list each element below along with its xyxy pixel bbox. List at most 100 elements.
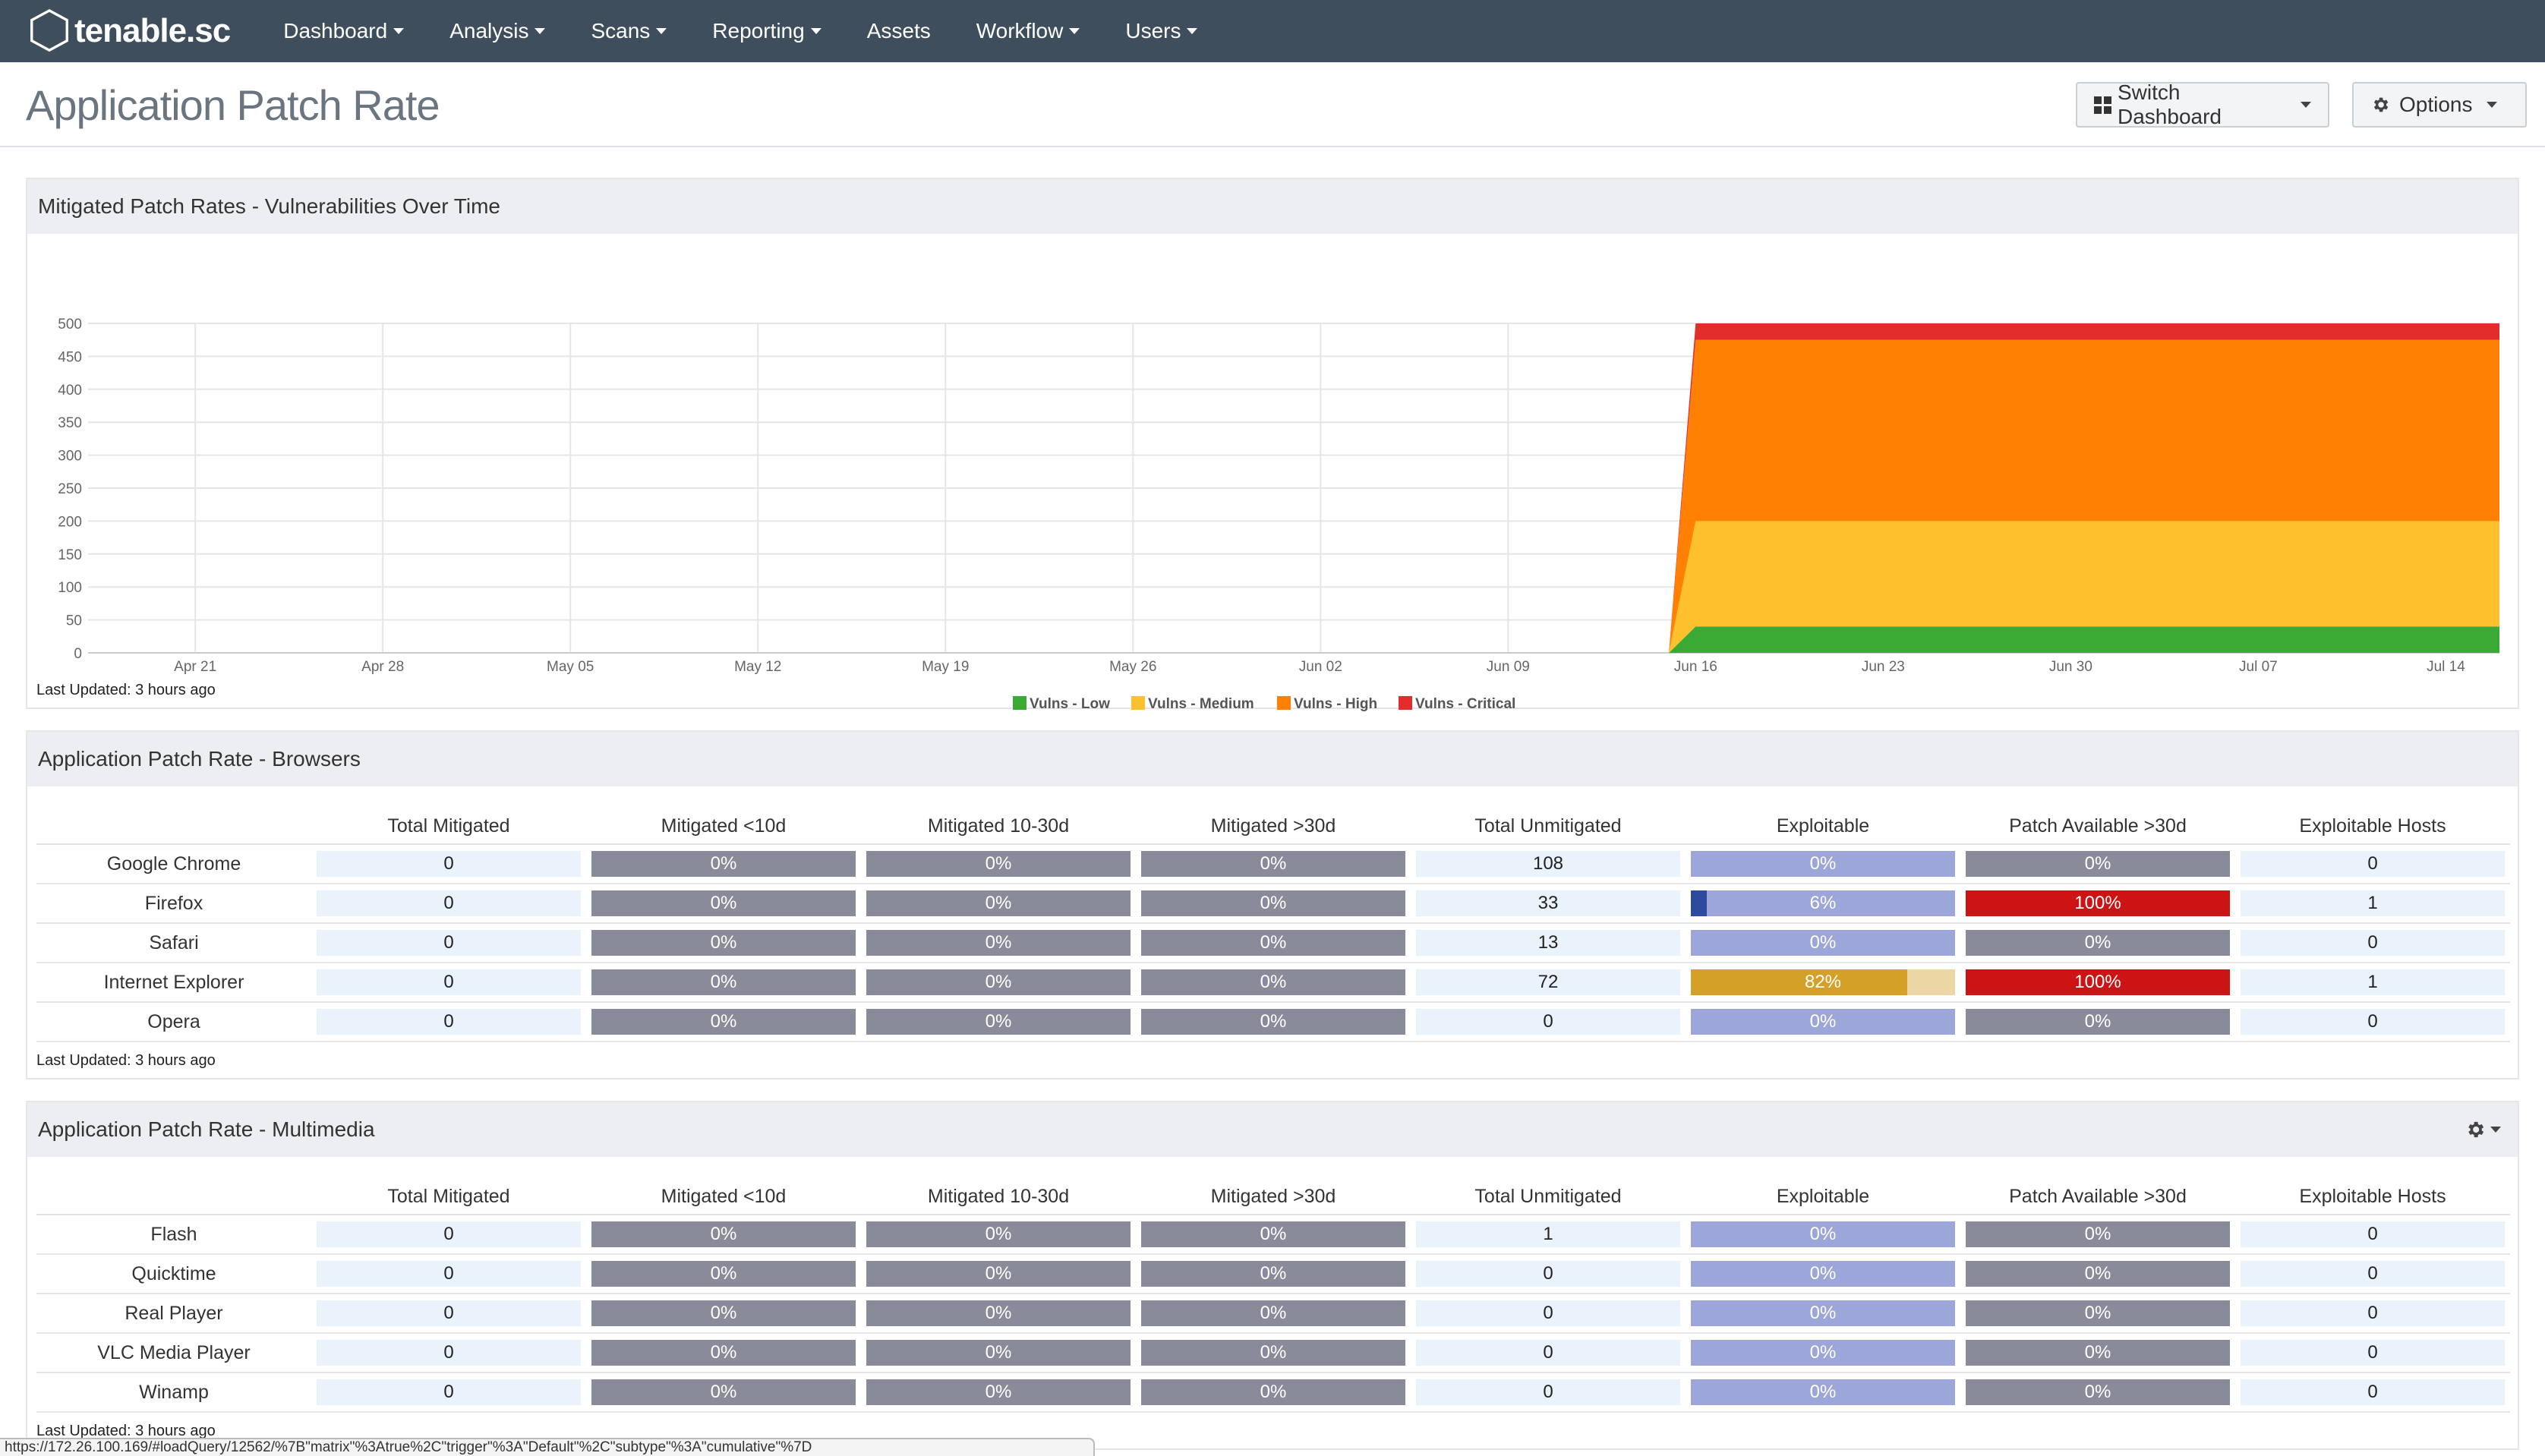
cell-total_mitigated[interactable]: 0 <box>311 963 586 1003</box>
switch-dashboard-button[interactable]: Switch Dashboard <box>2076 80 2329 128</box>
cell-hosts[interactable]: 0 <box>2235 844 2510 884</box>
cell-exploitable[interactable]: 0% <box>1686 1215 1960 1255</box>
cell-m1030[interactable]: 0% <box>861 1254 1136 1294</box>
cell-hosts[interactable]: 0 <box>2235 1215 2510 1255</box>
cell-hosts[interactable]: 0 <box>2235 1333 2510 1373</box>
cell-m30[interactable]: 0% <box>1136 1215 1411 1255</box>
cell-hosts[interactable]: 0 <box>2235 1294 2510 1334</box>
cell-m1030[interactable]: 0% <box>861 1333 1136 1373</box>
cell-unmitigated[interactable]: 0 <box>1411 1333 1686 1373</box>
cell-m30[interactable]: 0% <box>1136 1294 1411 1334</box>
unmitigated-bar: 0 <box>1416 1009 1680 1035</box>
cell-m30[interactable]: 0% <box>1136 1372 1411 1413</box>
cell-unmitigated[interactable]: 72 <box>1411 963 1686 1003</box>
cell-hosts[interactable]: 0 <box>2235 923 2510 963</box>
cell-m10[interactable]: 0% <box>586 1372 861 1413</box>
cell-m10[interactable]: 0% <box>586 1254 861 1294</box>
m10-bar: 0% <box>591 969 856 995</box>
total_mitigated-value: 0 <box>443 1011 454 1032</box>
panel-options-button[interactable] <box>2465 1119 2501 1140</box>
cell-exploitable[interactable]: 0% <box>1686 1254 1960 1294</box>
cell-total_mitigated[interactable]: 0 <box>311 923 586 963</box>
cell-m10[interactable]: 0% <box>586 963 861 1003</box>
brand-logo[interactable]: tenable.sc <box>26 8 231 55</box>
cell-exploitable[interactable]: 0% <box>1686 844 1960 884</box>
cell-m30[interactable]: 0% <box>1136 884 1411 924</box>
cell-m10[interactable]: 0% <box>586 1002 861 1042</box>
cell-unmitigated[interactable]: 13 <box>1411 923 1686 963</box>
cell-m1030[interactable]: 0% <box>861 963 1136 1003</box>
cell-m10[interactable]: 0% <box>586 844 861 884</box>
column-header: Exploitable <box>1686 1175 1960 1215</box>
nav-reporting[interactable]: Reporting <box>712 19 822 43</box>
nav-dashboard[interactable]: Dashboard <box>283 19 405 43</box>
browsers-panel: Application Patch Rate - Browsers Total … <box>26 730 2519 1079</box>
cell-m1030[interactable]: 0% <box>861 884 1136 924</box>
unmitigated-value: 108 <box>1532 853 1564 874</box>
cell-m30[interactable]: 0% <box>1136 1254 1411 1294</box>
cell-total_mitigated[interactable]: 0 <box>311 1333 586 1373</box>
cell-m30[interactable]: 0% <box>1136 1002 1411 1042</box>
cell-patch30[interactable]: 0% <box>1960 1372 2235 1413</box>
cell-hosts[interactable]: 0 <box>2235 1002 2510 1042</box>
cell-hosts[interactable]: 1 <box>2235 884 2510 924</box>
cell-m30[interactable]: 0% <box>1136 963 1411 1003</box>
cell-m1030[interactable]: 0% <box>861 923 1136 963</box>
cell-total_mitigated[interactable]: 0 <box>311 1294 586 1334</box>
cell-unmitigated[interactable]: 1 <box>1411 1215 1686 1255</box>
cell-exploitable[interactable]: 6% <box>1686 884 1960 924</box>
cell-patch30[interactable]: 0% <box>1960 1333 2235 1373</box>
cell-m1030[interactable]: 0% <box>861 1372 1136 1413</box>
cell-m10[interactable]: 0% <box>586 884 861 924</box>
cell-patch30[interactable]: 0% <box>1960 1215 2235 1255</box>
cell-patch30[interactable]: 100% <box>1960 884 2235 924</box>
cell-patch30[interactable]: 0% <box>1960 1002 2235 1042</box>
cell-exploitable[interactable]: 82% <box>1686 963 1960 1003</box>
cell-total_mitigated[interactable]: 0 <box>311 1372 586 1413</box>
cell-m1030[interactable]: 0% <box>861 844 1136 884</box>
cell-patch30[interactable]: 0% <box>1960 1254 2235 1294</box>
cell-unmitigated[interactable]: 33 <box>1411 884 1686 924</box>
cell-exploitable[interactable]: 0% <box>1686 1333 1960 1373</box>
cell-unmitigated[interactable]: 0 <box>1411 1254 1686 1294</box>
cell-unmitigated[interactable]: 0 <box>1411 1002 1686 1042</box>
options-button[interactable]: Options <box>2352 82 2527 128</box>
cell-exploitable[interactable]: 0% <box>1686 1002 1960 1042</box>
nav-scans[interactable]: Scans <box>591 19 667 43</box>
cell-m30[interactable]: 0% <box>1136 844 1411 884</box>
nav-analysis[interactable]: Analysis <box>449 19 546 43</box>
cell-m1030[interactable]: 0% <box>861 1002 1136 1042</box>
cell-m30[interactable]: 0% <box>1136 1333 1411 1373</box>
cell-patch30[interactable]: 0% <box>1960 923 2235 963</box>
nav-workflow[interactable]: Workflow <box>976 19 1080 43</box>
cell-exploitable[interactable]: 0% <box>1686 923 1960 963</box>
cell-hosts[interactable]: 0 <box>2235 1372 2510 1413</box>
cell-patch30[interactable]: 100% <box>1960 963 2235 1003</box>
cell-m1030[interactable]: 0% <box>861 1215 1136 1255</box>
cell-total_mitigated[interactable]: 0 <box>311 884 586 924</box>
cell-unmitigated[interactable]: 0 <box>1411 1294 1686 1334</box>
cell-total_mitigated[interactable]: 0 <box>311 1002 586 1042</box>
cell-exploitable[interactable]: 0% <box>1686 1372 1960 1413</box>
cell-patch30[interactable]: 0% <box>1960 1294 2235 1334</box>
cell-m30[interactable]: 0% <box>1136 923 1411 963</box>
cell-total_mitigated[interactable]: 0 <box>311 1254 586 1294</box>
cell-m10[interactable]: 0% <box>586 1215 861 1255</box>
nav-label: Users <box>1125 19 1181 43</box>
total_mitigated-value: 0 <box>443 1382 454 1402</box>
cell-total_mitigated[interactable]: 0 <box>311 844 586 884</box>
cell-exploitable[interactable]: 0% <box>1686 1294 1960 1334</box>
cell-unmitigated[interactable]: 0 <box>1411 1372 1686 1413</box>
cell-patch30[interactable]: 0% <box>1960 844 2235 884</box>
nav-assets[interactable]: Assets <box>867 19 931 43</box>
cell-total_mitigated[interactable]: 0 <box>311 1215 586 1255</box>
cell-m10[interactable]: 0% <box>586 1333 861 1373</box>
cell-m10[interactable]: 0% <box>586 1294 861 1334</box>
table-row: Real Player 0 0% 0% 0% 0 0% 0% 0 <box>36 1294 2510 1334</box>
cell-unmitigated[interactable]: 108 <box>1411 844 1686 884</box>
cell-m10[interactable]: 0% <box>586 923 861 963</box>
cell-hosts[interactable]: 0 <box>2235 1254 2510 1294</box>
cell-m1030[interactable]: 0% <box>861 1294 1136 1334</box>
cell-hosts[interactable]: 1 <box>2235 963 2510 1003</box>
nav-users[interactable]: Users <box>1125 19 1198 43</box>
